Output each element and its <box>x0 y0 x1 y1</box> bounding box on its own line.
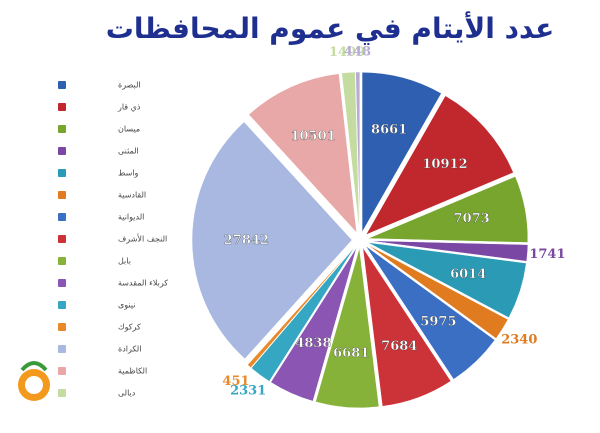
legend-swatch <box>58 103 66 111</box>
value-label: 451 <box>222 374 249 389</box>
legend-swatch <box>58 345 66 353</box>
legend-label: الكاظمية <box>118 367 147 376</box>
legend-swatch <box>58 367 66 375</box>
pie-slice <box>248 73 358 234</box>
pie-slice <box>247 245 355 369</box>
pie-slice <box>367 242 527 319</box>
pie-slice <box>341 71 360 233</box>
legend-swatch <box>58 301 66 309</box>
value-label: 448 <box>344 45 371 60</box>
value-label: 6681 <box>333 346 369 361</box>
legend-label: الكرادة <box>118 345 141 354</box>
legend-label: النجف الأشرف <box>118 234 167 244</box>
legend-label: الديوانية <box>118 213 144 222</box>
value-label: 2331 <box>230 384 266 399</box>
pie-slice <box>367 176 529 243</box>
value-label: 1741 <box>529 247 565 262</box>
pie-slice <box>191 121 353 360</box>
value-label: 8661 <box>371 123 407 138</box>
legend-label: البصرة <box>118 81 141 90</box>
legend-swatch <box>58 191 66 199</box>
pie-slice <box>366 244 509 339</box>
value-label: 10501 <box>290 129 335 144</box>
pie-slice <box>362 247 452 407</box>
legend-label: واسط <box>118 169 139 178</box>
value-label: 6014 <box>450 267 486 282</box>
value-label: 1409 <box>329 45 365 60</box>
legend-swatch <box>58 323 66 331</box>
chart-title: عدد الأيتام في عموم المحافظات <box>106 11 555 45</box>
value-label: 7684 <box>381 339 417 354</box>
legend-label: المثنى <box>118 147 139 156</box>
value-label: 27842 <box>224 233 269 248</box>
legend-swatch <box>58 125 66 133</box>
legend-label: ميسان <box>118 125 140 134</box>
legend-label: كربلاء المقدسة <box>118 279 168 288</box>
value-label: 2340 <box>501 332 537 347</box>
value-label: 10912 <box>422 157 467 172</box>
pie-slice <box>367 240 529 262</box>
legend-label: بابل <box>118 257 131 266</box>
legend-swatch <box>58 389 66 397</box>
legend-swatch <box>58 235 66 243</box>
legend-swatch <box>58 257 66 265</box>
legend-swatch <box>58 147 66 155</box>
pie-slice <box>270 247 357 402</box>
legend-label: القادسية <box>118 191 146 200</box>
legend-label: ذي قار <box>117 103 141 112</box>
legend-label: ديالى <box>118 389 136 398</box>
legend-swatch <box>58 81 66 89</box>
value-label: 7073 <box>454 211 490 226</box>
pie-slice <box>315 247 380 409</box>
legend-label: كركوك <box>118 323 141 332</box>
pie-slice <box>365 245 496 380</box>
pie-slice <box>250 246 356 382</box>
pie-slice <box>365 95 514 236</box>
value-label: 5975 <box>420 315 456 330</box>
pie-slice <box>355 71 361 233</box>
legend-swatch <box>58 169 66 177</box>
value-label: 4838 <box>295 336 331 351</box>
logo <box>18 361 50 401</box>
pie-slice <box>361 72 442 234</box>
legend-swatch <box>58 213 66 221</box>
legend-swatch <box>58 279 66 287</box>
legend-label: نينوى <box>118 301 135 310</box>
